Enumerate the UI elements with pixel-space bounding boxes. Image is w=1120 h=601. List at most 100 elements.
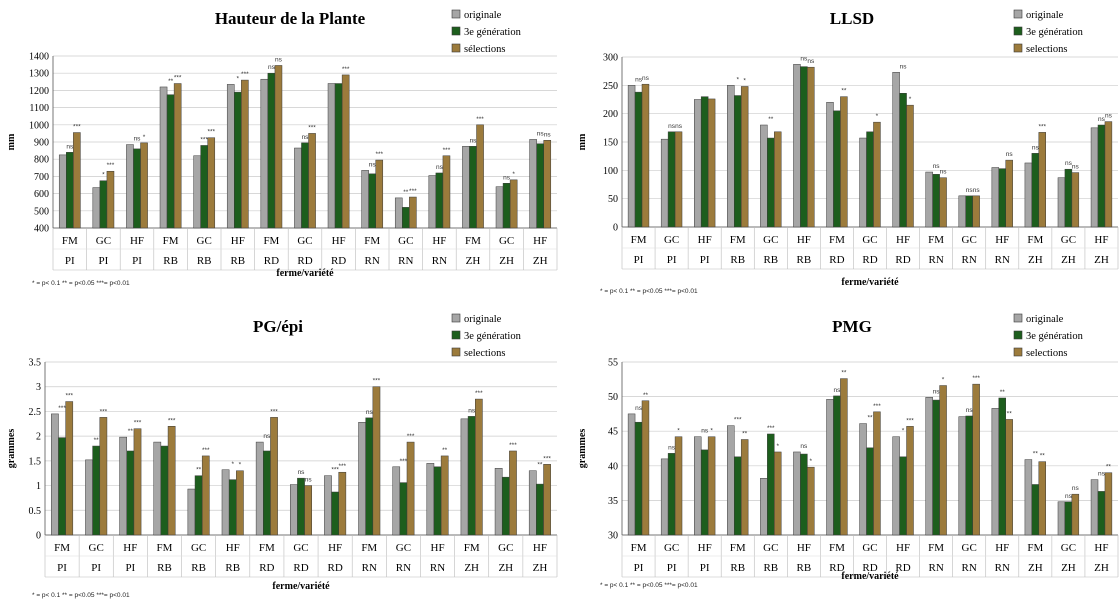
x-category-label: GC	[398, 235, 413, 247]
significance-label: ***	[342, 66, 350, 73]
bar-3e-génération	[998, 168, 1006, 228]
bar-originale	[727, 85, 735, 228]
y-tick-label: 500	[34, 206, 49, 217]
y-tick-label: 0	[613, 223, 618, 234]
x-variety-label: PI	[634, 254, 644, 266]
x-variety-label: RN	[398, 255, 413, 267]
x-variety-label: RD	[829, 254, 844, 266]
legend-label: originale	[464, 314, 502, 325]
significance-label: ns	[470, 137, 478, 144]
bar-originale	[327, 83, 336, 229]
bar-selections	[972, 383, 980, 536]
bar-selections	[201, 455, 210, 536]
legend-swatch	[451, 43, 461, 53]
bar-originale	[528, 470, 537, 536]
significance-label: **	[196, 467, 202, 474]
y-tick-label: 900	[34, 138, 49, 149]
significance-label: **	[128, 428, 134, 435]
bar-3e-génération	[334, 83, 343, 229]
bar-3e-génération	[767, 137, 775, 228]
x-category-label: GC	[396, 542, 411, 554]
bar-originale	[159, 86, 168, 229]
bar-originale	[358, 422, 366, 536]
bar-originale	[727, 425, 735, 536]
significance-label: ns	[1032, 144, 1040, 151]
significance-label: ***	[339, 463, 347, 470]
bar-3e-génération	[469, 146, 477, 229]
significance-label: ns	[1065, 493, 1073, 500]
y-tick-label: 0.5	[29, 506, 42, 517]
x-variety-label: RN	[365, 255, 380, 267]
y-tick-label: 45	[608, 427, 618, 438]
significance-label: *	[902, 428, 905, 435]
bar-3e-génération	[228, 479, 237, 536]
bar-3e-génération	[368, 173, 376, 229]
x-category-label: FM	[465, 235, 481, 247]
x-variety-label: RB	[163, 255, 178, 267]
chart-panel-2: LLSD originale 3e génération selections 0 50 1…	[577, 9, 1119, 295]
x-category-label: FM	[1027, 542, 1043, 554]
significance-label: ns	[1072, 485, 1080, 492]
legend-swatch	[451, 26, 461, 36]
significance-label: *	[909, 96, 912, 103]
y-tick-label: 100	[603, 166, 618, 177]
significance-footnote: * = p< 0.1 ** = p<0.05 ***= p<0.01	[600, 582, 698, 589]
bar-originale	[760, 478, 768, 536]
significance-label: ns	[366, 409, 374, 416]
significance-footnote: * = p< 0.1 ** = p<0.05 ***= p<0.01	[32, 592, 130, 599]
significance-label: ns	[933, 388, 941, 395]
significance-label: ns	[800, 443, 808, 450]
bar-originale	[226, 84, 235, 229]
bar-3e-génération	[301, 142, 309, 229]
bar-selections	[338, 471, 347, 536]
bar-originale	[193, 155, 201, 229]
bar-originale	[694, 99, 702, 228]
significance-label: ***	[767, 425, 775, 432]
y-tick-label: 1000	[29, 120, 49, 131]
y-tick-label: 50	[608, 194, 618, 205]
x-variety-label: RN	[430, 562, 445, 574]
y-tick-label: 40	[608, 461, 618, 472]
y-tick-label: 3	[36, 382, 41, 393]
bar-selections	[873, 411, 881, 536]
bar-selections	[372, 386, 381, 536]
significance-label: ***	[1038, 123, 1046, 130]
legend-label: selections	[464, 348, 505, 359]
y-tick-label: 55	[608, 358, 618, 369]
significance-label: ns	[369, 161, 377, 168]
significance-label: *	[876, 113, 879, 120]
x-category-label: FM	[263, 235, 279, 247]
x-variety-label: RD	[264, 255, 279, 267]
y-tick-label: 400	[34, 224, 49, 235]
bar-3e-génération	[200, 145, 208, 229]
x-variety-label: ZH	[533, 562, 548, 574]
y-tick-label: 1.5	[29, 456, 42, 467]
bar-originale	[92, 187, 101, 229]
y-tick-label: 200	[603, 109, 618, 120]
significance-label: ns	[503, 174, 511, 181]
significance-label: **	[643, 392, 649, 399]
legend-label: 3e génération	[1026, 27, 1084, 38]
significance-label: ***	[58, 405, 66, 412]
y-tick-label: 1100	[29, 103, 49, 114]
x-variety-label: ZH	[533, 255, 548, 267]
bar-originale	[324, 475, 332, 536]
legend-label: 3e génération	[1026, 331, 1084, 342]
x-category-label: GC	[962, 234, 977, 246]
y-tick-label: 1	[36, 481, 41, 492]
x-category-label: FM	[928, 542, 944, 554]
bar-originale	[119, 436, 127, 536]
x-category-label: GC	[862, 234, 877, 246]
significance-label: ***	[543, 455, 551, 462]
x-variety-label: RN	[962, 254, 977, 266]
chart-panel-1: Hauteur de la Plante originale 3e générati…	[6, 9, 558, 287]
bar-selections	[1071, 172, 1080, 228]
bar-originale	[260, 78, 269, 229]
bar-3e-génération	[1031, 484, 1040, 536]
x-category-label: GC	[664, 234, 679, 246]
x-axis-title: ferme/variété	[841, 571, 899, 582]
x-category-label: HF	[123, 542, 137, 554]
significance-footnote: * = p< 0.1 ** = p<0.05 ***= p<0.01	[32, 280, 130, 287]
y-tick-label: 3.5	[29, 358, 42, 369]
significance-label: ns	[900, 63, 908, 70]
